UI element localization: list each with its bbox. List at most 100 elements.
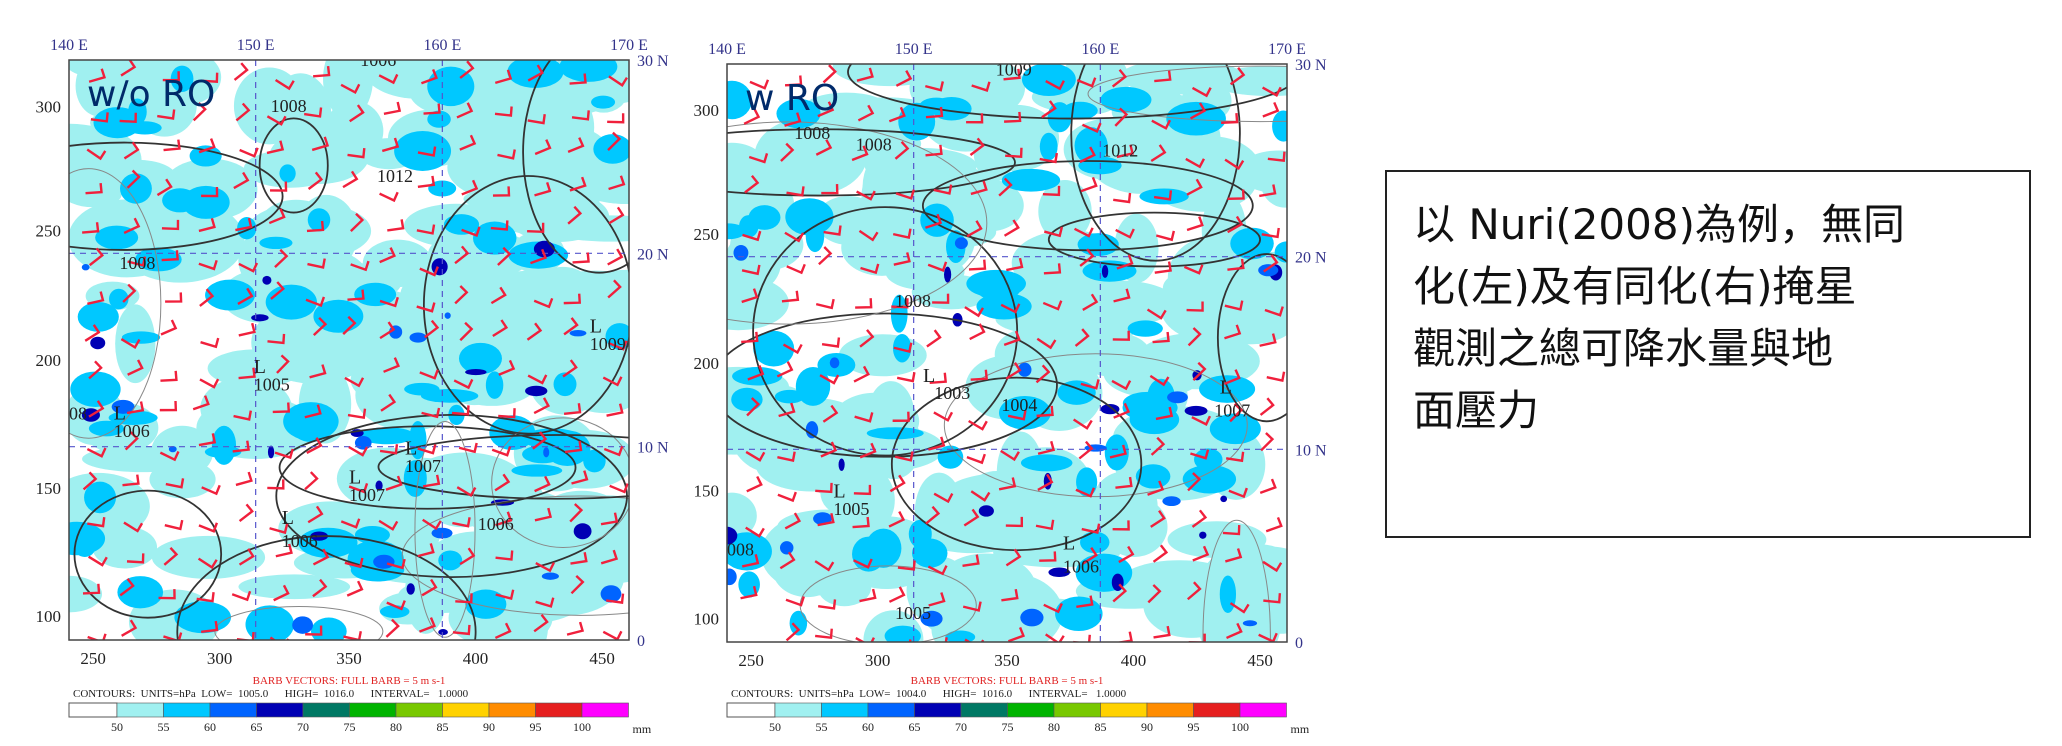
text-line: 以 Nuri(2008)為例，無同 xyxy=(1413,200,1905,249)
wind-barb xyxy=(1043,602,1063,614)
precip-core xyxy=(573,523,592,540)
contour-label: 1006 xyxy=(360,50,396,70)
precip-blob xyxy=(354,282,397,307)
wind-barb xyxy=(267,333,286,345)
wind-barb xyxy=(607,131,622,151)
precip-blob xyxy=(593,134,629,164)
text-line: 化(左)及有同化(右)掩星 xyxy=(1413,262,1857,311)
wind-barb xyxy=(1191,415,1212,426)
precip-core xyxy=(1199,531,1207,539)
pressure-contour xyxy=(401,495,629,616)
precip-blob xyxy=(911,538,948,568)
precip-blob xyxy=(557,342,629,414)
wind-barb xyxy=(273,584,290,602)
precip-blob xyxy=(259,236,293,250)
wind-barb xyxy=(962,601,982,612)
colorbar-label: 65 xyxy=(251,720,263,734)
wind-barb xyxy=(347,408,367,420)
wind-barb xyxy=(233,62,249,81)
wind-barb xyxy=(233,410,253,421)
precip-core xyxy=(1048,567,1071,578)
wind-barb xyxy=(817,599,837,610)
pressure-contour xyxy=(258,117,329,214)
precip-blob xyxy=(465,589,507,619)
wind-barb xyxy=(417,175,436,188)
wind-barb xyxy=(1081,523,1101,534)
wind-barb xyxy=(741,331,759,344)
colorbar-label: 55 xyxy=(158,720,170,734)
precip-blob xyxy=(119,173,152,204)
contour-note: CONTOURS: UNITS=hPa LOW= 1005.0 HIGH= 10… xyxy=(73,688,469,700)
precip-core xyxy=(727,568,737,586)
wind-barb xyxy=(163,139,181,152)
precip-blob xyxy=(727,532,772,571)
wind-barb xyxy=(820,441,838,458)
panel-label: w RO xyxy=(745,78,839,119)
precip-core xyxy=(373,554,395,569)
wind-barb xyxy=(235,471,253,487)
colorbar-box xyxy=(914,702,962,718)
wind-barb xyxy=(1112,330,1130,341)
colorbar-box xyxy=(349,702,397,718)
wind-barb xyxy=(1081,122,1102,134)
wind-barb xyxy=(417,444,437,455)
wind-barb xyxy=(1116,144,1135,159)
wind-barb xyxy=(340,518,361,529)
wind-barb xyxy=(1004,111,1022,123)
wind-barb xyxy=(459,60,475,79)
contour-label: 1009 xyxy=(996,60,1032,80)
wind-barb xyxy=(1189,102,1207,120)
precip-blob xyxy=(1076,467,1098,497)
wind-barb xyxy=(197,557,218,570)
wind-barb xyxy=(781,290,800,303)
wind-barb xyxy=(534,181,552,197)
wind-barb xyxy=(534,475,551,493)
wind-barb xyxy=(312,316,328,337)
colorbar-box xyxy=(1100,702,1148,718)
wind-barb xyxy=(386,600,406,611)
wind-barb xyxy=(1262,560,1283,573)
wind-barb xyxy=(1073,634,1091,642)
wind-barb xyxy=(1003,219,1020,237)
precip-core xyxy=(525,385,548,397)
precip-blob xyxy=(591,95,616,109)
lon-label: 150 E xyxy=(895,41,933,58)
wind-barb xyxy=(746,475,763,493)
wind-barb xyxy=(815,628,833,639)
wind-barb xyxy=(306,437,323,455)
precip-blob xyxy=(884,625,921,642)
precip-blob xyxy=(1272,110,1287,142)
wind-barb xyxy=(311,136,330,152)
wind-barb xyxy=(274,448,294,460)
wind-barb xyxy=(1186,581,1202,601)
wind-barb xyxy=(784,112,802,127)
wind-barb xyxy=(90,112,109,123)
contour-label: 08 xyxy=(69,404,87,424)
wind-barb xyxy=(344,376,365,388)
precip-blob xyxy=(1047,102,1072,133)
wind-barb xyxy=(893,342,913,354)
precip-core xyxy=(81,264,90,271)
lat-label: 10 N xyxy=(637,440,669,457)
wind-barb xyxy=(1115,476,1133,489)
wind-barb xyxy=(1264,306,1284,317)
colorbar-label: 80 xyxy=(390,720,402,734)
map-frame xyxy=(726,63,1288,643)
wind-barb xyxy=(385,618,400,638)
contour-label: 008 xyxy=(727,539,754,559)
contour-label: 1007 xyxy=(1214,401,1250,421)
wind-barb xyxy=(569,176,587,192)
wind-barb xyxy=(567,205,583,225)
wind-barb xyxy=(933,411,954,422)
precip-core xyxy=(262,275,272,285)
wind-barb xyxy=(306,220,325,233)
contour-label: 1012 xyxy=(377,166,413,186)
wind-barb xyxy=(495,589,515,600)
contour-label: L xyxy=(833,481,845,503)
colorbar-box xyxy=(116,702,164,718)
wind-barb xyxy=(1191,86,1212,98)
map-frame xyxy=(68,59,630,641)
precip-blob xyxy=(211,425,237,465)
colorbar-unit: mm xyxy=(1291,722,1310,736)
precip-blob xyxy=(920,203,954,237)
